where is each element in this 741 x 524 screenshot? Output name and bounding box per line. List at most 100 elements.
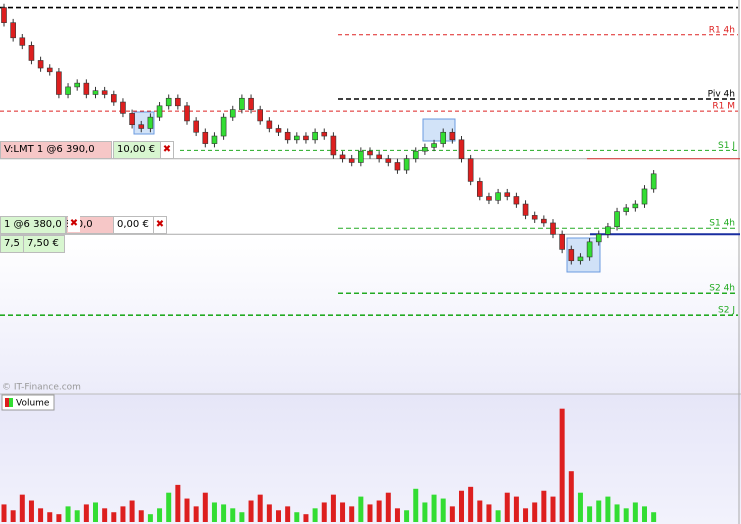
volume-bar <box>440 498 446 522</box>
candle-body <box>541 218 547 224</box>
volume-bar <box>367 504 373 522</box>
volume-bar <box>541 490 547 522</box>
volume-bar <box>431 494 437 522</box>
order-cancel[interactable]: ✖ <box>153 216 167 235</box>
candle-body <box>358 150 364 163</box>
candle-body <box>184 105 190 122</box>
candle-body <box>330 135 337 156</box>
volume-bar <box>330 494 336 522</box>
watermark: © IT-Finance.com <box>2 383 81 393</box>
candle-body <box>559 233 565 250</box>
order-pnl: 0,00 € <box>113 216 157 235</box>
volume-bar <box>523 508 529 522</box>
volume-bar <box>449 506 455 522</box>
volume-bar <box>93 502 98 522</box>
candle-body <box>412 150 419 160</box>
volume-panel <box>0 394 741 524</box>
volume-bar <box>614 504 620 522</box>
candle-body <box>641 188 648 205</box>
volume-bar <box>74 510 80 522</box>
volume-bar <box>404 510 410 522</box>
volume-bar <box>413 488 419 522</box>
candle-body <box>120 101 126 114</box>
candle-body <box>458 139 465 160</box>
volume-bar <box>312 508 318 522</box>
volume-bar <box>202 492 208 522</box>
level-label: R1 4h <box>709 25 735 35</box>
candle-body <box>138 124 145 129</box>
candle-body <box>293 135 300 141</box>
volume-bar <box>102 508 108 522</box>
volume-bar <box>459 490 464 522</box>
order-cancel[interactable]: ✖ <box>160 140 174 159</box>
candle-body <box>376 154 382 160</box>
candle-body <box>202 131 209 144</box>
legend-swatch <box>5 398 9 407</box>
level-label: S1 J <box>718 141 735 151</box>
order-qty-pnl: 7,50 € <box>23 235 65 254</box>
candle-body <box>266 120 273 129</box>
level-label: R1 M <box>712 102 735 112</box>
candle-body <box>431 143 437 148</box>
candle-body <box>321 131 328 137</box>
order-cancel[interactable]: ✖ <box>68 216 80 233</box>
candle-body <box>367 150 373 156</box>
legend-label: Volume <box>16 399 50 409</box>
volume-bar <box>147 514 153 522</box>
candle-body <box>193 120 199 133</box>
volume-bar <box>285 506 291 522</box>
volume-bar <box>376 500 382 522</box>
legend-swatch <box>9 398 13 407</box>
candle-body <box>303 135 309 141</box>
volume-bar <box>340 502 346 522</box>
candle-body <box>595 233 602 243</box>
volume-bar <box>230 508 236 522</box>
candle-body <box>220 116 227 137</box>
candle-body <box>111 94 117 103</box>
price-panel <box>0 0 741 394</box>
volume-bar <box>486 504 492 522</box>
volume-bar <box>532 502 538 522</box>
order-label: V:LMT 1 @6 390,0 <box>0 140 112 159</box>
candle-body <box>568 249 575 262</box>
volume-bar <box>111 512 117 522</box>
volume-bar <box>184 498 190 522</box>
volume-bar <box>65 506 71 522</box>
candle-body <box>486 196 492 201</box>
volume-bar <box>550 496 556 522</box>
candle-body <box>522 203 529 216</box>
candle-body <box>156 105 163 118</box>
candle-body <box>92 90 99 95</box>
volume-bar <box>257 494 263 522</box>
candle-body <box>65 86 71 95</box>
candle-body <box>284 131 291 141</box>
candle-body <box>348 158 355 163</box>
volume-bar <box>632 502 638 522</box>
volume-bar <box>211 502 217 522</box>
candle-body <box>531 215 538 220</box>
candle-body <box>239 97 245 110</box>
candle-body <box>46 67 53 73</box>
volume-bar <box>38 508 44 522</box>
candle-body <box>467 158 474 182</box>
volume-bar <box>294 512 300 522</box>
volume-bar <box>495 510 501 522</box>
volume-bar <box>239 512 245 522</box>
candle-body <box>605 226 611 235</box>
candle-body <box>504 192 511 197</box>
candle-body <box>577 256 584 262</box>
order-label: 1 @6 380,0 <box>0 216 66 235</box>
volume-bar <box>248 500 254 522</box>
volume-bar <box>1 504 7 522</box>
candle-body <box>129 113 135 126</box>
candle-body <box>248 97 254 110</box>
volume-bar <box>349 506 355 522</box>
volume-bar <box>56 514 62 522</box>
volume-bar <box>385 492 391 522</box>
highlight <box>422 118 456 142</box>
candle-body <box>211 135 218 144</box>
volume-bar <box>83 504 89 522</box>
volume-bar <box>193 506 199 522</box>
volume-bar <box>559 408 565 522</box>
